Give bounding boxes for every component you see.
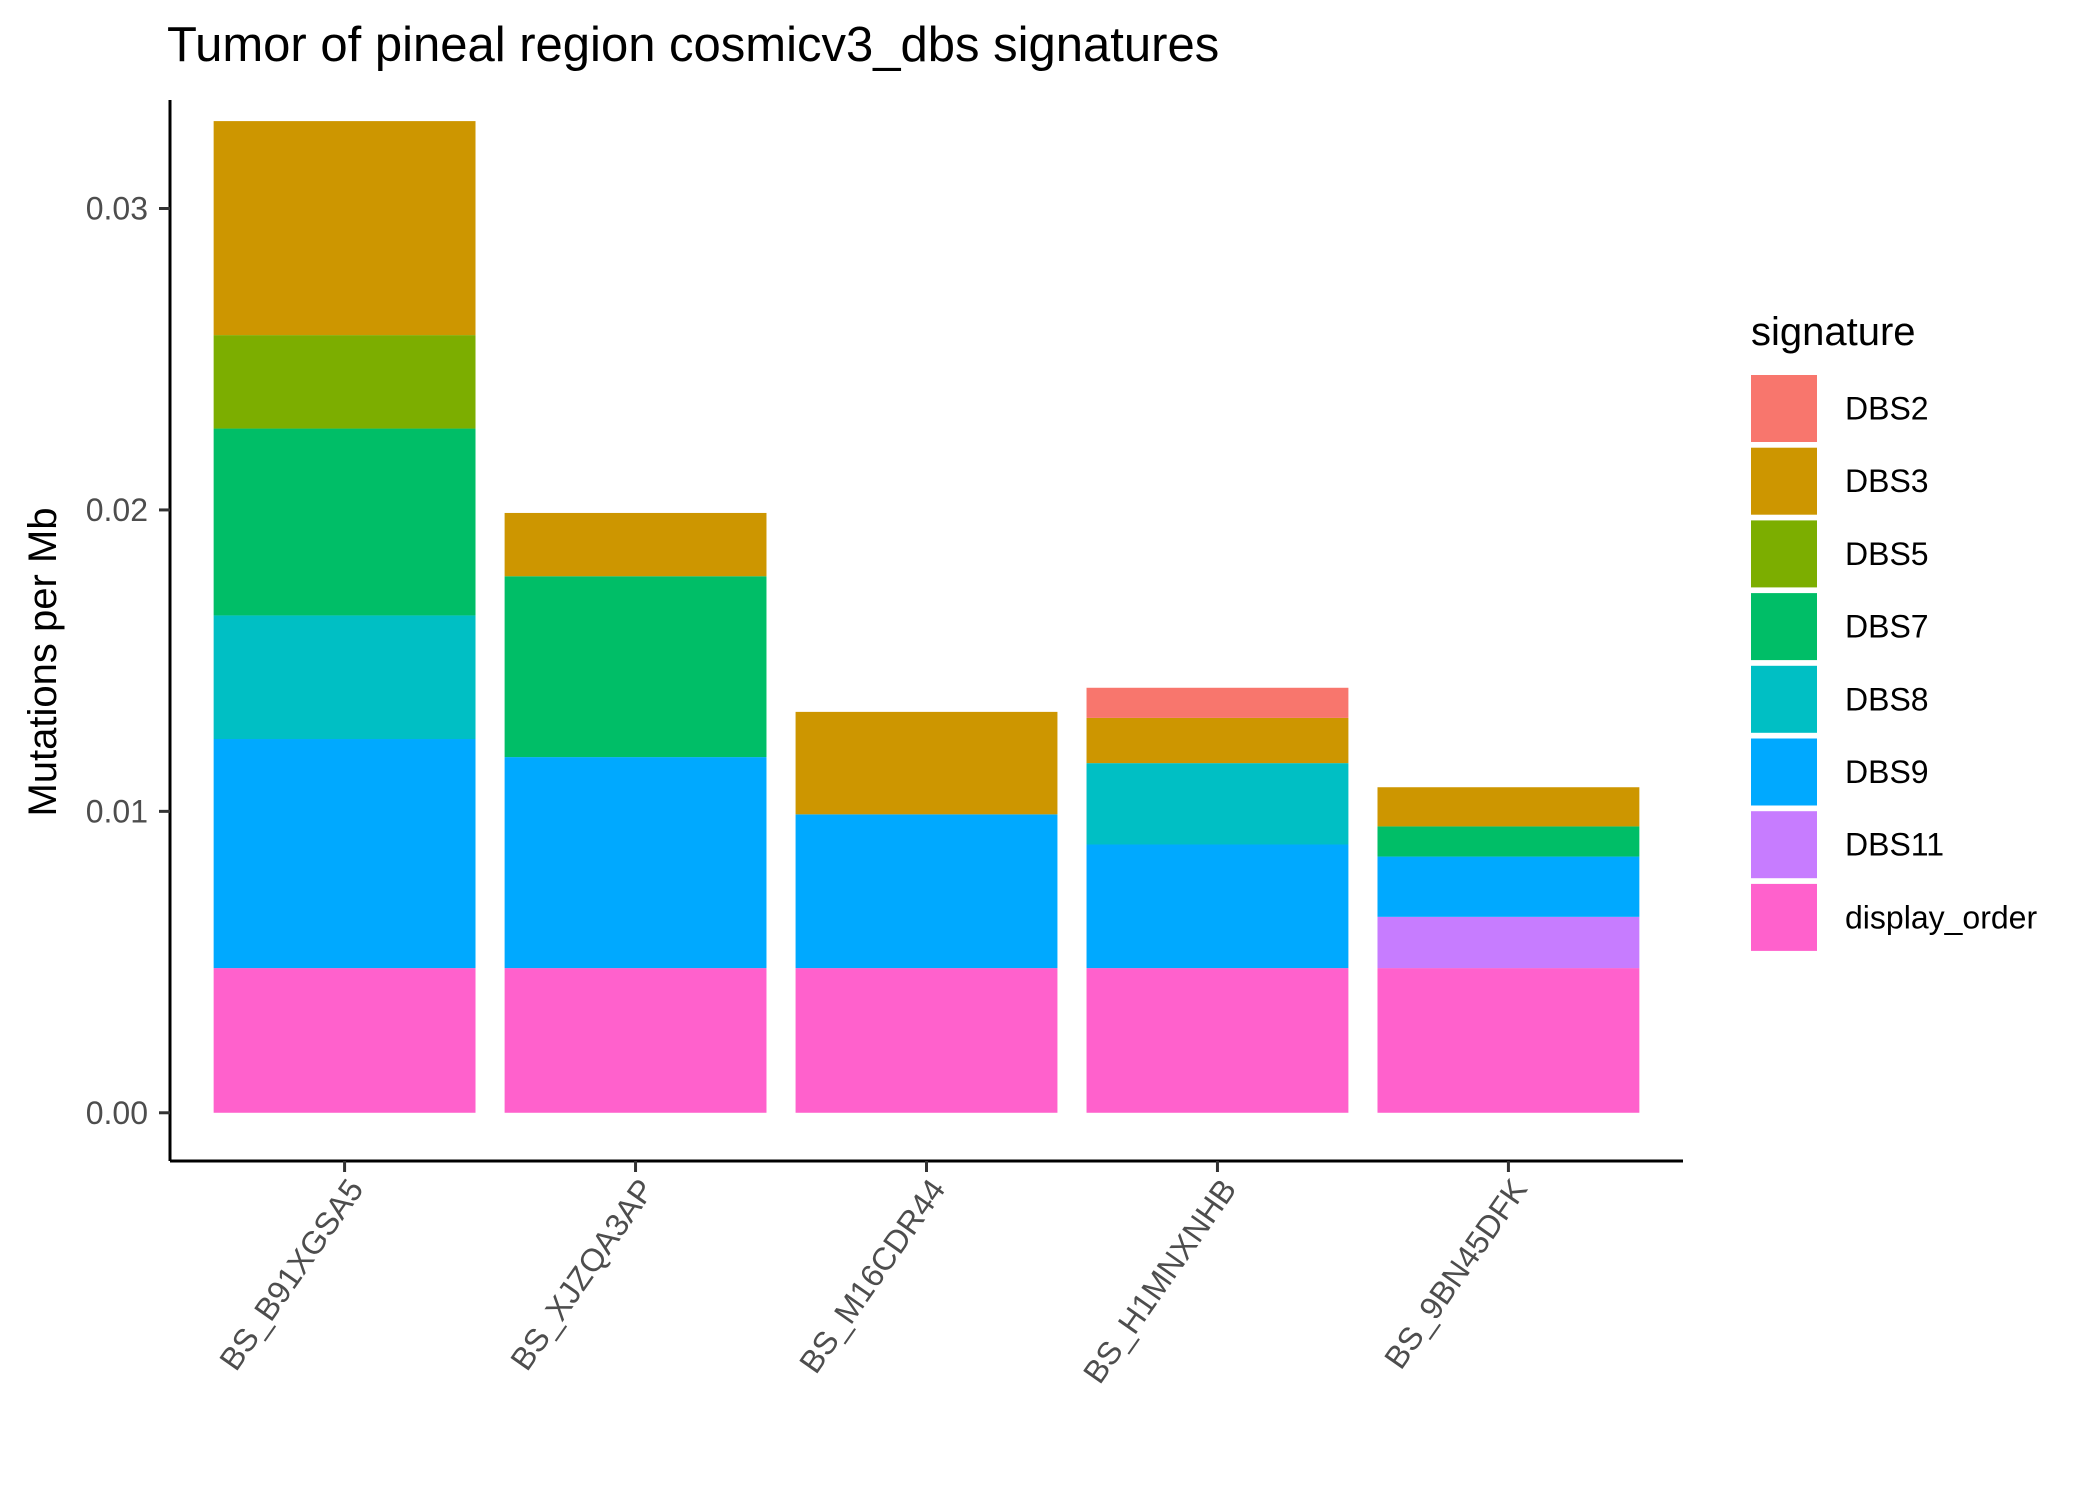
legend-key-dbs2 — [1751, 375, 1817, 442]
bar-segment-dbs9-2 — [504, 757, 767, 969]
legend-label-display-order: display_order — [1845, 899, 2037, 935]
legend-label-dbs7: DBS7 — [1845, 609, 1929, 645]
legend-label-dbs8: DBS8 — [1845, 681, 1929, 717]
y-tick-label: 0.00 — [86, 1095, 148, 1131]
bar-segment-display-order-1 — [213, 968, 476, 1113]
bar-segment-dbs3-3 — [795, 711, 1058, 815]
bars-layer — [213, 121, 1640, 1113]
y-tick-label: 0.02 — [86, 492, 148, 528]
legend: signature DBS2 DBS3 DBS5 DBS7 DBS8 DBS9 DBS11 d… — [1751, 310, 2037, 951]
legend-key-dbs3 — [1751, 447, 1817, 515]
x-tick-label: BS_M16CDR44 — [792, 1172, 952, 1379]
y-axis: 0.00 0.01 0.02 0.03 — [86, 100, 172, 1161]
x-tick-label: BS_H1MNXNHB — [1076, 1172, 1243, 1389]
legend-label-dbs2: DBS2 — [1845, 391, 1929, 427]
legend-key-dbs9 — [1751, 738, 1817, 806]
bar-segment-dbs3-5 — [1377, 787, 1640, 827]
bar-segment-display-order-5 — [1377, 968, 1640, 1113]
bar-segment-dbs3-2 — [504, 512, 767, 577]
bar-segment-dbs3-1 — [213, 121, 476, 336]
bar-segment-display-order-3 — [795, 968, 1058, 1113]
x-axis: BS_B91XGSA5 BS_XJZQA3AP BS_M16CDR44 BS_H1MN… — [170, 1159, 1683, 1390]
y-tick-label: 0.01 — [86, 793, 148, 829]
bar-segment-dbs8-4 — [1086, 763, 1349, 845]
bar-segment-dbs11-5 — [1377, 916, 1640, 969]
legend-label-dbs11: DBS11 — [1845, 827, 1944, 863]
y-axis-title: Mutations per Mb — [21, 507, 65, 816]
bar-segment-dbs3-4 — [1086, 717, 1349, 764]
bar-segment-dbs7-1 — [213, 428, 476, 616]
bar-segment-dbs9-1 — [213, 739, 476, 969]
bar-segment-display-order-4 — [1086, 968, 1349, 1113]
bar-segment-dbs9-3 — [795, 814, 1058, 969]
bar-segment-display-order-2 — [504, 968, 767, 1113]
legend-label-dbs9: DBS9 — [1845, 754, 1929, 790]
legend-label-dbs5: DBS5 — [1845, 536, 1929, 572]
chart-title: Tumor of pineal region cosmicv3_dbs sign… — [167, 18, 1219, 72]
bar-segment-dbs9-5 — [1377, 856, 1640, 917]
bar-segment-dbs7-2 — [504, 576, 767, 758]
bar-segment-dbs2-4 — [1086, 687, 1349, 718]
legend-key-display-order — [1751, 883, 1817, 951]
legend-key-dbs8 — [1751, 665, 1817, 733]
bar-segment-dbs9-4 — [1086, 844, 1349, 969]
bar-segment-dbs5-1 — [213, 335, 476, 429]
bar-segment-dbs8-1 — [213, 615, 476, 740]
bar-segment-dbs7-5 — [1377, 826, 1640, 857]
legend-key-dbs7 — [1751, 593, 1817, 661]
legend-title: signature — [1751, 310, 1916, 354]
y-tick-label: 0.03 — [86, 191, 148, 227]
x-tick-label: BS_B91XGSA5 — [212, 1172, 370, 1376]
x-tick-label: BS_XJZQA3AP — [503, 1172, 661, 1376]
legend-key-dbs11 — [1751, 811, 1817, 879]
x-tick-label: BS_9BN45DFK — [1377, 1172, 1534, 1375]
legend-key-dbs5 — [1751, 520, 1817, 588]
legend-label-dbs3: DBS3 — [1845, 463, 1929, 499]
